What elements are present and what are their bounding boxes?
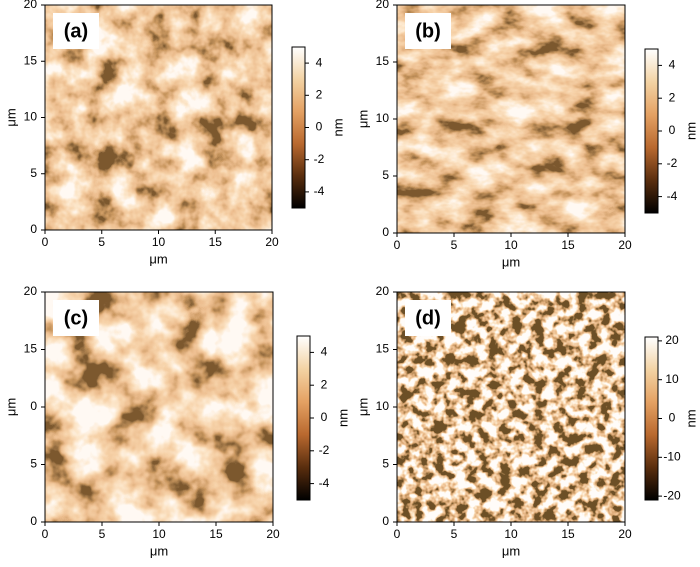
y-tick-label: 20 [24, 284, 38, 298]
x-tick-label: 10 [504, 238, 518, 252]
x-axis-label: μm [502, 254, 520, 269]
colorbar-label: nm [335, 409, 350, 427]
colorbar-tick-label: -10 [663, 449, 681, 463]
x-tick-label: 20 [265, 235, 279, 249]
x-tick-label: 10 [152, 527, 166, 541]
panel-label-box [53, 300, 99, 336]
colorbar-tick-label: -4 [314, 184, 325, 198]
colorbar-label: nm [330, 118, 345, 136]
colorbar [291, 46, 306, 209]
y-tick-label: 10 [376, 111, 390, 125]
x-tick-label: 20 [618, 238, 632, 252]
y-tick-label: 0 [382, 514, 389, 528]
x-tick-label: 0 [394, 527, 401, 541]
x-axis-label: μm [502, 543, 520, 558]
colorbar-tick-label: 4 [669, 58, 676, 72]
y-tick-label: 0 [30, 514, 37, 528]
x-tick-label: 10 [504, 527, 518, 541]
panel-label-box [53, 13, 99, 49]
colorbar-tick-label: 2 [669, 90, 676, 104]
x-tick-label: 5 [99, 527, 106, 541]
x-tick-label: 15 [209, 235, 223, 249]
x-tick-label: 0 [394, 238, 401, 252]
y-tick-label: 15 [376, 54, 390, 68]
x-tick-label: 5 [451, 238, 458, 252]
colorbar-tick-label: 0 [669, 123, 676, 137]
y-tick-label: 0 [30, 222, 37, 236]
x-tick-label: 10 [152, 235, 166, 249]
panel-label-box [405, 13, 451, 49]
colorbar-label: nm [683, 122, 698, 140]
panel-label-box [405, 300, 451, 336]
y-tick-label: 10 [24, 110, 38, 124]
colorbar-tick-label: 2 [321, 377, 328, 391]
x-tick-label: 20 [266, 527, 280, 541]
y-axis-label: μm [3, 108, 18, 126]
colorbar-tick-label: -4 [667, 189, 678, 203]
y-tick-label: 5 [382, 168, 389, 182]
y-tick-label: 15 [24, 342, 38, 356]
panel-label: (a) [64, 20, 88, 42]
y-axis-label: μm [355, 110, 370, 128]
x-axis-label: μm [150, 543, 168, 558]
colorbar-tick-label: 2 [316, 87, 323, 101]
colorbar-tick-label: -4 [319, 476, 330, 490]
y-tick-label: 20 [376, 0, 390, 11]
panel-label: (c) [64, 307, 88, 329]
x-tick-label: 0 [42, 527, 49, 541]
y-axis-label: μm [355, 398, 370, 416]
x-axis-label: μm [149, 251, 167, 266]
colorbar-tick-label: -2 [314, 152, 325, 166]
colorbar-tick-label: 0 [316, 120, 323, 134]
y-tick-label: 10 [376, 399, 390, 413]
y-axis-label: μm [3, 398, 18, 416]
y-tick-label: 5 [382, 457, 389, 471]
colorbar-tick-label: 20 [665, 333, 679, 347]
panel-label: (d) [415, 307, 441, 329]
x-tick-label: 15 [561, 527, 575, 541]
colorbar-tick-label: 0 [321, 410, 328, 424]
x-tick-label: 15 [209, 527, 223, 541]
colorbar-tick-label: 4 [316, 55, 323, 69]
x-tick-label: 5 [98, 235, 105, 249]
colorbar [644, 336, 659, 501]
colorbar-tick-label: 10 [665, 372, 679, 386]
colorbar-tick-label: -2 [667, 156, 678, 170]
y-tick-label: 5 [30, 166, 37, 180]
panel-label: (b) [415, 20, 441, 42]
y-tick-label: 15 [24, 53, 38, 67]
y-tick-label: 15 [376, 342, 390, 356]
x-tick-label: 5 [451, 527, 458, 541]
colorbar-label: nm [683, 409, 698, 427]
y-tick-label: 20 [376, 284, 390, 298]
colorbar-tick-label: 0 [669, 411, 676, 425]
colorbar-tick-label: 4 [321, 345, 328, 359]
y-tick-label: 5 [30, 457, 37, 471]
x-tick-label: 20 [618, 527, 632, 541]
x-tick-label: 0 [42, 235, 49, 249]
y-tick-label: 0 [30, 399, 37, 413]
colorbar-tick-label: -20 [663, 488, 681, 502]
colorbar-tick-label: -2 [319, 443, 330, 457]
y-tick-label: 0 [382, 225, 389, 239]
colorbar [644, 48, 659, 214]
x-tick-label: 15 [561, 238, 575, 252]
y-tick-label: 20 [24, 0, 38, 11]
colorbar [296, 335, 311, 501]
